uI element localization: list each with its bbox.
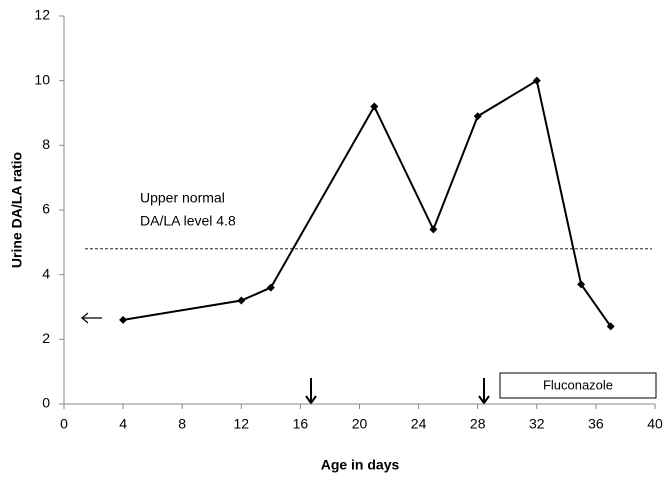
- y-axis-title: Urine DA/LA ratio: [9, 152, 25, 268]
- x-axis-title: Age in days: [321, 457, 400, 473]
- y-tick-label: 4: [42, 265, 50, 281]
- treatment-box: [499, 372, 657, 399]
- arrow: [81, 312, 102, 324]
- y-tick-label: 12: [34, 7, 50, 23]
- x-tick-label: 36: [588, 416, 604, 432]
- annotation: DA/LA level 4.8: [140, 213, 236, 229]
- data-point: [606, 322, 615, 331]
- y-tick-label: 6: [42, 201, 50, 217]
- x-tick-label: 12: [234, 416, 250, 432]
- annotation: Upper normal: [140, 190, 225, 206]
- data-point: [237, 296, 246, 305]
- x-tick-label: 20: [352, 416, 368, 432]
- data-point: [266, 283, 275, 292]
- x-tick-label: 0: [60, 416, 68, 432]
- y-tick-label: 2: [42, 330, 50, 346]
- x-tick-label: 4: [119, 416, 127, 432]
- data-point: [473, 112, 482, 121]
- data-point: [119, 315, 128, 324]
- x-tick-label: 32: [529, 416, 545, 432]
- x-tick-label: 8: [178, 416, 186, 432]
- x-tick-label: 16: [293, 416, 309, 432]
- data-point: [429, 225, 438, 234]
- x-tick-label: 40: [647, 416, 663, 432]
- y-tick-label: 10: [34, 71, 50, 87]
- data-point: [370, 102, 379, 111]
- y-tick-label: 0: [42, 395, 50, 411]
- data-point: [577, 280, 586, 289]
- x-tick-label: 24: [411, 416, 427, 432]
- treatment-label: Fluconazole: [543, 377, 613, 392]
- y-tick-label: 8: [42, 136, 50, 152]
- x-tick-label: 28: [470, 416, 486, 432]
- arrow: [305, 378, 490, 405]
- data-point: [532, 76, 541, 85]
